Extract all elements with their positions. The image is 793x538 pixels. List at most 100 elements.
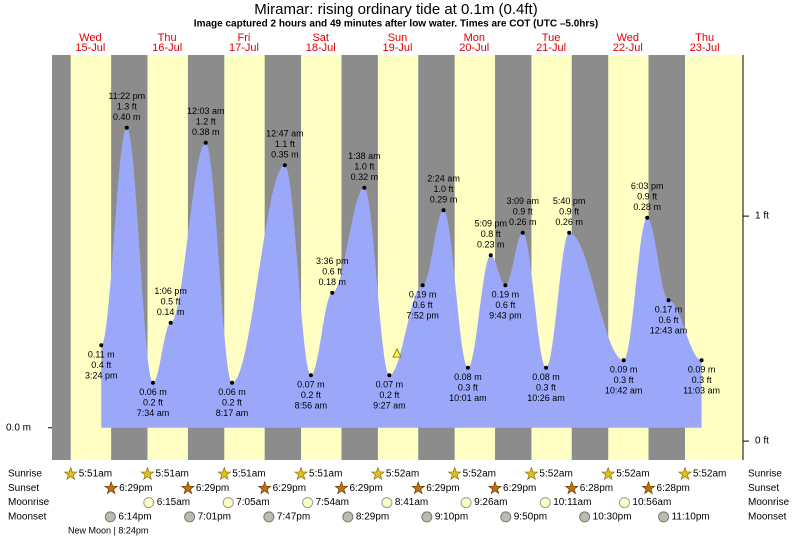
almanac-time: 5:51am [155,469,188,480]
almanac-time: 5:52am [463,469,496,480]
extreme-label: 3:09 am [506,196,539,206]
extreme-label: 7:52 pm [406,311,439,321]
extreme-point [124,125,129,130]
extreme-label: 0.6 ft [495,300,516,310]
extreme-label: 0.5 ft [161,297,182,307]
almanac-time: 6:28pm [657,483,690,494]
extreme-point [230,380,235,385]
sunrise-icon [601,466,616,481]
almanac-time: 8:41am [395,497,428,508]
extreme-label: 1.0 ft [434,184,455,194]
extreme-point [441,208,446,213]
extreme-label: 0.32 m [351,172,379,182]
y2-tick-label: 0 ft [755,436,769,447]
extreme-label: 0.3 ft [536,383,557,393]
extreme-label: 0.6 ft [413,300,434,310]
extreme-point [544,365,549,370]
day-date: 23-Jul [690,42,720,54]
extreme-point [666,298,671,303]
extreme-label: 0.6 ft [659,315,680,325]
almanac-time: 5:51am [309,469,342,480]
extreme-label: 8:56 am [295,401,328,411]
almanac-time: 5:52am [539,469,572,480]
tide-area [101,127,702,428]
sunrise-icon [370,466,385,481]
extreme-label: 0.4 ft [91,360,112,370]
moonrise-icon [302,497,314,509]
almanac-time: 7:54am [316,497,349,508]
almanac-time: 5:52am [616,469,649,480]
moonset-icon [104,511,116,523]
extreme-label: 0.14 m [157,307,185,317]
chart-subtitle: Image captured 2 hours and 49 minutes af… [194,19,598,30]
moonrise-icon [222,497,234,509]
moon-phase: New Moon | 8:24pm [68,525,148,535]
almanac-label: Moonrise [8,497,50,508]
extreme-point [282,163,287,168]
extreme-label: 7:34 am [137,408,170,418]
extreme-label: 0.2 ft [379,390,400,400]
extreme-label: 5:09 pm [474,219,507,229]
extreme-label: 2:24 am [427,174,460,184]
extreme-label: 12:03 am [187,106,225,116]
extreme-label: 9:27 am [373,401,406,411]
sunrise-icon [677,466,693,481]
extreme-label: 0.08 m [454,372,482,382]
extreme-label: 0.08 m [532,372,560,382]
almanac-time: 7:01pm [198,512,231,523]
extreme-point [420,283,425,288]
almanac-label: Sunrise [748,469,782,480]
day-date: 17-Jul [229,42,259,54]
extreme-label: 0.17 m [655,305,683,315]
extreme-point [387,373,392,378]
extreme-label: 6:03 pm [631,181,664,191]
almanac-time: 6:29pm [196,483,229,494]
almanac-time: 6:29pm [349,483,382,494]
almanac-time: 8:29pm [356,512,389,523]
sunset-icon [641,480,656,495]
day-date: 20-Jul [459,42,489,54]
almanac-time: 11:10pm [672,512,710,523]
moonrise-icon [460,497,472,509]
moonset-icon [658,511,670,523]
day-name: Tue [542,32,561,44]
extreme-point [203,140,208,145]
y2-tick-label: 1 ft [755,211,769,222]
almanac-time: 5:52am [693,469,726,480]
extreme-label: 8:17 am [216,408,249,418]
sunset-icon [104,480,119,495]
extreme-point [645,215,650,220]
extreme-label: 0.19 m [409,290,437,300]
extreme-label: 12:43 am [650,326,688,336]
extreme-label: 11:03 am [683,386,720,396]
almanac-time: 5:51am [232,469,265,480]
plot: 0.11 m0.4 ft3:24 pm 11:22 pm1.3 ft0.40 m 0… [6,55,790,535]
moonset-icon [263,511,275,523]
day-name: Sun [388,32,408,44]
extreme-label: 0.26 m [555,217,583,227]
almanac-label: Sunset [748,483,779,494]
extreme-label: 0.23 m [477,240,505,250]
extreme-point [150,380,155,385]
extreme-label: 1.3 ft [117,102,138,112]
extreme-label: 0.8 ft [481,229,502,239]
sunset-icon [334,480,349,495]
sunrise-icon [294,466,309,481]
extreme-label: 0.3 ft [458,383,479,393]
extreme-point [699,358,704,363]
extreme-label: 0.38 m [192,127,220,137]
extreme-point [362,185,367,190]
sunset-icon [180,480,195,495]
almanac-time: 10:11am [553,497,591,508]
extreme-label: 1.2 ft [196,117,217,127]
extreme-label: 0.06 m [218,387,246,397]
sunrise-icon [63,466,78,481]
extreme-label: 0.2 ft [301,390,322,400]
extreme-label: 10:26 am [527,393,565,403]
extreme-point [621,358,626,363]
extreme-label: 1.1 ft [275,139,296,149]
almanac-label: Sunset [8,483,39,494]
day-date: 22-Jul [613,42,643,54]
sunset-icon [257,480,272,495]
